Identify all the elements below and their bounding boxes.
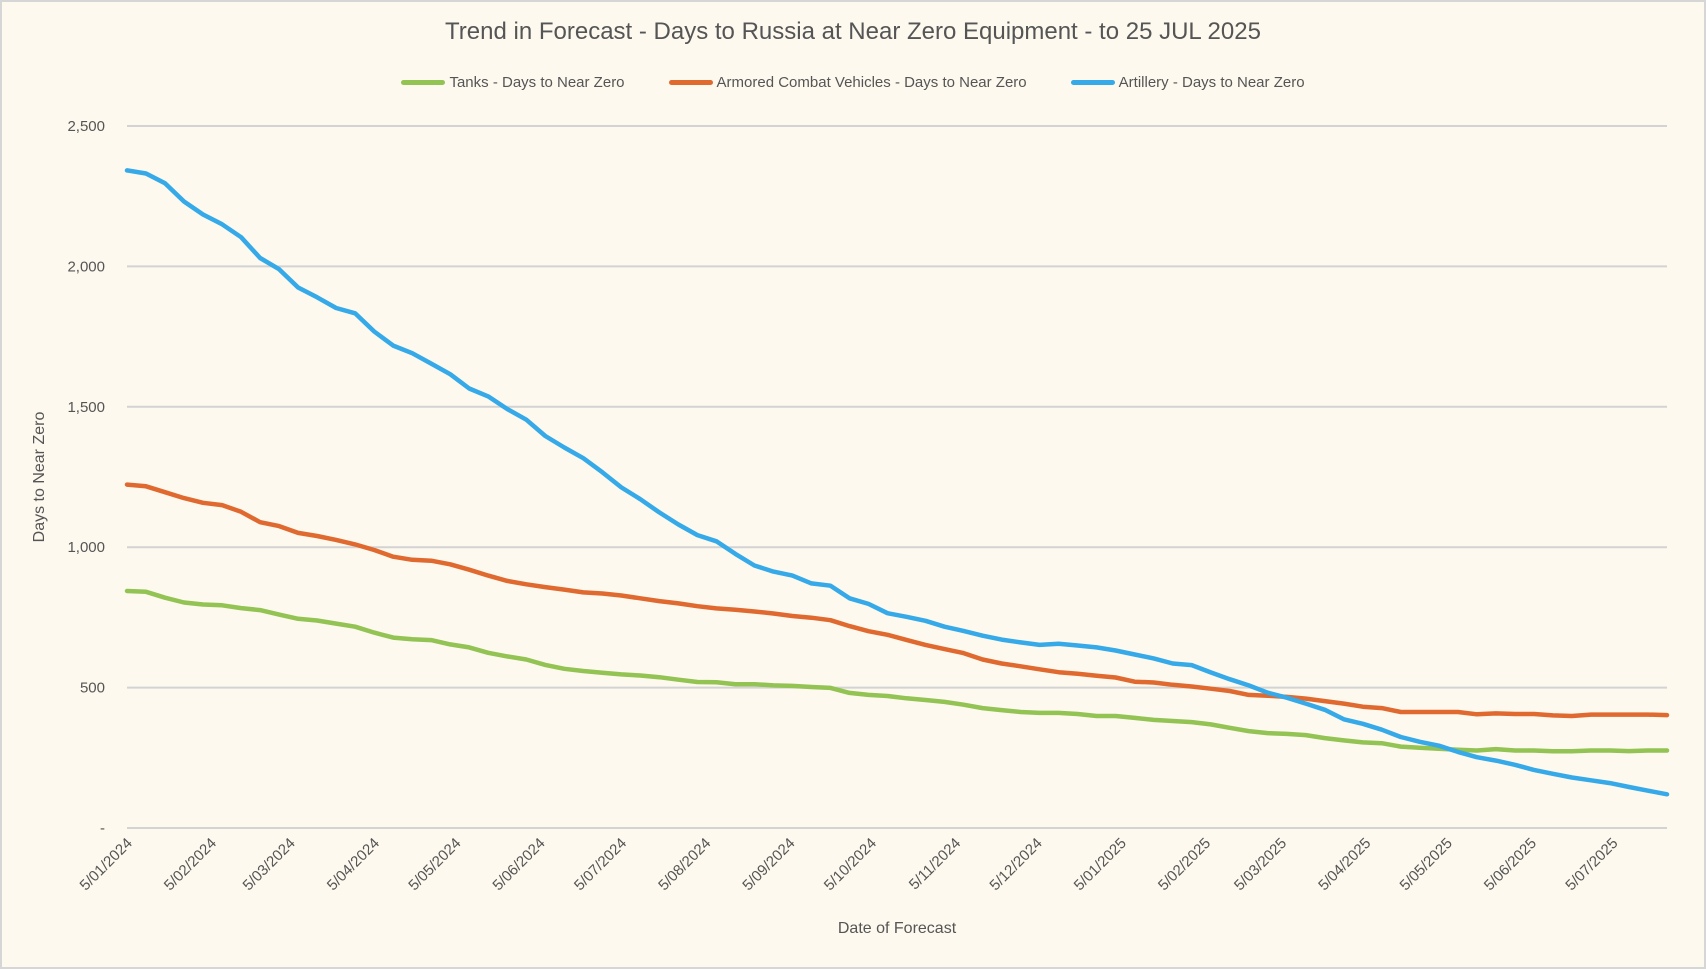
x-tick-label: 5/02/2025 bbox=[1155, 835, 1214, 894]
x-tick-label: 5/06/2025 bbox=[1481, 835, 1540, 894]
x-tick-label: 5/02/2024 bbox=[161, 835, 220, 894]
x-tick-label: 5/11/2024 bbox=[906, 835, 964, 893]
x-tick-label: 5/05/2024 bbox=[405, 835, 464, 894]
y-tick-label: 2,000 bbox=[67, 258, 105, 275]
legend-swatch-tanks bbox=[401, 80, 446, 85]
x-tick-label: 5/07/2025 bbox=[1562, 835, 1621, 894]
y-tick-label: 1,000 bbox=[67, 539, 105, 556]
x-axis-title: Date of Forecast bbox=[837, 920, 957, 937]
legend-label-tanks: Tanks - Days to Near Zero bbox=[449, 74, 625, 91]
legend-label-artillery: Artillery - Days to Near Zero bbox=[1118, 74, 1305, 91]
x-tick-label: 5/01/2024 bbox=[77, 835, 136, 894]
series-line-artillery bbox=[124, 168, 1670, 797]
legend: Tanks - Days to Near Zero Armored Combat… bbox=[0, 74, 1706, 91]
x-tick-label: 5/07/2024 bbox=[571, 835, 630, 894]
x-tick-label: 5/01/2025 bbox=[1071, 835, 1130, 894]
chart-title: Trend in Forecast - Days to Russia at Ne… bbox=[445, 18, 1261, 45]
x-tick-label: 5/03/2025 bbox=[1231, 835, 1290, 894]
legend-label-acv: Armored Combat Vehicles - Days to Near Z… bbox=[716, 74, 1027, 91]
legend-item-acv: Armored Combat Vehicles - Days to Near Z… bbox=[668, 74, 1027, 91]
x-tick-label: 5/06/2024 bbox=[489, 835, 548, 894]
series-line-acv bbox=[124, 482, 1670, 719]
x-tick-label: 5/04/2025 bbox=[1315, 835, 1374, 894]
x-tick-label: 5/05/2025 bbox=[1397, 835, 1456, 894]
series-line-tanks bbox=[124, 588, 1670, 754]
y-tick-label: - bbox=[100, 820, 105, 837]
legend-item-tanks: Tanks - Days to Near Zero bbox=[401, 74, 625, 91]
legend-item-artillery: Artillery - Days to Near Zero bbox=[1070, 74, 1305, 91]
x-tick-label: 5/10/2024 bbox=[821, 835, 880, 894]
x-tick-label: 5/12/2024 bbox=[986, 835, 1045, 894]
x-tick-label: 5/03/2024 bbox=[240, 835, 299, 894]
legend-swatch-artillery bbox=[1070, 80, 1115, 85]
legend-swatch-acv bbox=[668, 80, 713, 85]
y-tick-label: 2,500 bbox=[67, 118, 105, 135]
y-tick-label: 1,500 bbox=[67, 399, 105, 416]
y-tick-label: 500 bbox=[80, 680, 105, 697]
x-tick-label: 5/08/2024 bbox=[655, 835, 714, 894]
x-tick-label: 5/04/2024 bbox=[324, 835, 383, 894]
x-tick-label: 5/09/2024 bbox=[739, 835, 798, 894]
